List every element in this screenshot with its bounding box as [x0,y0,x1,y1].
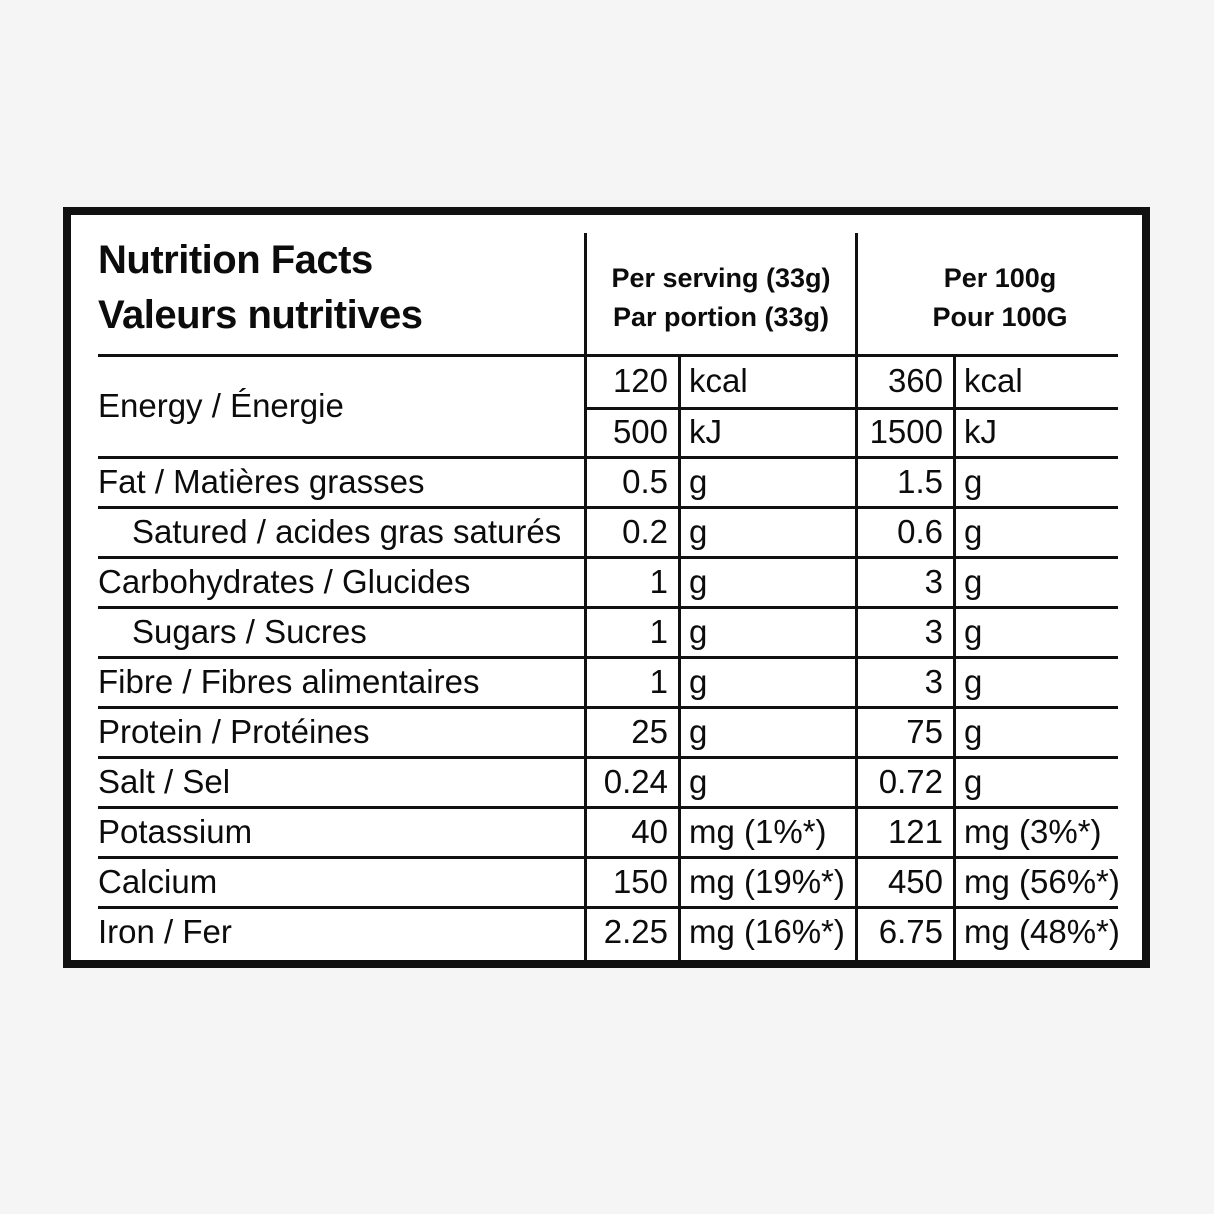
per100-unit: kcal [964,362,1023,399]
nutrient-label: Potassium [98,813,253,850]
per100-unit: mg (56%*) [964,863,1120,900]
per100-unit: g [964,613,983,650]
row-salt: Salt / Sel 0.24 g 0.72 g [71,757,1142,809]
column-header-per-100g: Per 100g Pour 100G [858,215,1142,355]
serving-value: 0.2 [622,513,668,550]
serving-unit: g [689,463,708,500]
serving-value: 25 [631,713,668,750]
per100-unit: g [964,513,983,550]
per100-unit: g [964,763,983,800]
label-title: Nutrition Facts Valeurs nutritives [71,215,584,355]
per100-unit: mg (3%*) [964,813,1102,850]
energy-values: 120 kcal 360 kcal 500 kJ 1500 kJ [584,355,1142,457]
per100-value: 6.75 [878,913,943,950]
nutrient-label: Calcium [98,863,218,900]
serving-value: 500 [612,413,668,450]
header-separator-line [98,354,1118,357]
title-french: Valeurs nutritives [98,293,423,337]
nutrition-facts-label: Nutrition Facts Valeurs nutritives Per s… [63,207,1150,968]
nutrient-label: Energy / Énergie [98,387,344,424]
serving-unit: kcal [689,362,748,399]
title-english: Nutrition Facts [98,238,373,282]
serving-unit: g [689,663,708,700]
nutrient-label: Salt / Sel [98,763,231,800]
per-serving-english: Per serving (33g) [611,263,831,293]
serving-unit: mg (19%*) [689,863,845,900]
per100-value: 450 [887,863,943,900]
row-separator-line [98,906,1118,909]
per100-value: 3 [924,663,943,700]
row-calcium: Calcium 150 mg (19%*) 450 mg (56%*) [71,857,1142,909]
serving-unit: g [689,763,708,800]
row-carbohydrates: Carbohydrates / Glucides 1 g 3 g [71,557,1142,609]
row-separator-line [98,456,1118,459]
row-separator-line [98,506,1118,509]
per100-value: 75 [906,713,943,750]
serving-unit: g [689,563,708,600]
serving-value: 1 [649,613,668,650]
per100-value: 3 [924,563,943,600]
row-iron: Iron / Fer 2.25 mg (16%*) 6.75 mg (48%*) [71,907,1142,957]
per100-value: 1.5 [897,463,943,500]
per-100g-english: Per 100g [943,263,1057,293]
serving-value: 1 [649,563,668,600]
nutrient-label: Protein / Protéines [98,713,370,750]
row-separator-line [98,806,1118,809]
per-100g-french: Pour 100G [932,302,1068,332]
row-sugars: Sugars / Sucres 1 g 3 g [71,607,1142,659]
serving-value: 2.25 [603,913,668,950]
per100-unit: g [964,463,983,500]
column-divider [584,233,587,960]
label-header: Nutrition Facts Valeurs nutritives Per s… [71,215,1142,357]
serving-value: 0.5 [622,463,668,500]
row-fibre: Fibre / Fibres alimentaires 1 g 3 g [71,657,1142,709]
kcal-kj-separator-line [584,407,1118,410]
per100-value: 1500 [869,413,943,450]
row-separator-line [98,656,1118,659]
row-separator-line [98,606,1118,609]
per100-unit: g [964,663,983,700]
nutrient-label: Iron / Fer [98,913,232,950]
row-separator-line [98,556,1118,559]
serving-value: 120 [612,362,668,399]
serving-value: 0.24 [603,763,668,800]
row-fat: Fat / Matières grasses 0.5 g 1.5 g [71,457,1142,509]
per100-unit: g [964,713,983,750]
nutrient-label: Satured / acides gras saturés [132,513,562,550]
serving-unit: mg (1%*) [689,813,827,850]
energy-kj-subrow: 500 kJ 1500 kJ [584,407,1142,457]
per100-unit: mg (48%*) [964,913,1120,950]
per100-value: 0.72 [878,763,943,800]
serving-unit: mg (16%*) [689,913,845,950]
serving-value: 150 [612,863,668,900]
per100-unit: kJ [964,413,997,450]
serving-unit: kJ [689,413,722,450]
row-separator-line [98,756,1118,759]
row-saturated-fat: Satured / acides gras saturés 0.2 g 0.6 … [71,507,1142,559]
serving-unit: g [689,713,708,750]
serving-value: 40 [631,813,668,850]
row-separator-line [98,856,1118,859]
per100-value: 0.6 [897,513,943,550]
row-protein: Protein / Protéines 25 g 75 g [71,707,1142,759]
row-energy: Energy / Énergie 120 kcal 360 kcal 500 k… [71,355,1142,459]
serving-unit: g [689,613,708,650]
nutrient-label: Carbohydrates / Glucides [98,563,471,600]
serving-unit: g [689,513,708,550]
per100-unit: g [964,563,983,600]
column-divider [855,233,858,960]
energy-kcal-subrow: 120 kcal 360 kcal [584,355,1142,407]
column-header-per-serving: Per serving (33g) Par portion (33g) [584,215,858,355]
nutrient-label: Sugars / Sucres [132,613,367,650]
per-serving-french: Par portion (33g) [612,302,829,332]
row-potassium: Potassium 40 mg (1%*) 121 mg (3%*) [71,807,1142,859]
nutrient-label: Fat / Matières grasses [98,463,425,500]
per100-value: 360 [887,362,943,399]
serving-value: 1 [649,663,668,700]
per100-value: 3 [924,613,943,650]
nutrient-label: Fibre / Fibres alimentaires [98,663,480,700]
per100-value: 121 [887,813,943,850]
row-separator-line [98,706,1118,709]
